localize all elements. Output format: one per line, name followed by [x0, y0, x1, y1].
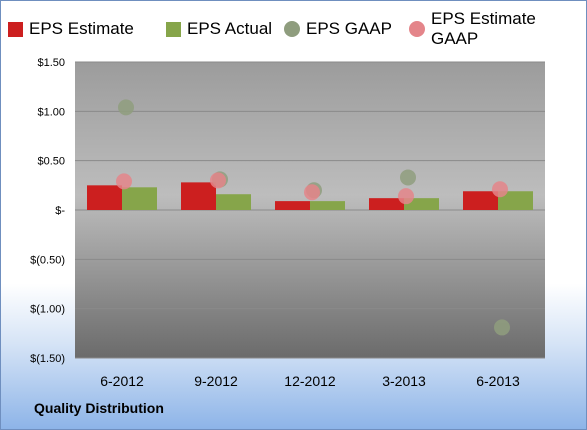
eps-actual-bar: [404, 198, 439, 210]
eps-estimate-gaap-marker: [116, 173, 132, 190]
legend-label: EPS GAAP: [306, 19, 392, 38]
x-tick-label: 12-2012: [284, 373, 336, 389]
legend-marker: [409, 21, 425, 37]
eps-estimate-gaap-marker: [398, 188, 414, 205]
x-tick-label: 9-2012: [194, 373, 238, 389]
eps-actual-bar: [310, 201, 345, 210]
eps-estimate-bar: [369, 198, 404, 210]
legend-item: EPS Actual: [166, 16, 272, 42]
eps-actual-bar: [498, 191, 533, 210]
eps-estimate-gaap-marker: [210, 172, 226, 189]
y-tick-label: $-: [55, 205, 65, 217]
legend-item: EPS GAAP: [284, 16, 392, 42]
y-tick-label: $1.50: [37, 57, 65, 69]
x-tick-label: 3-2013: [382, 373, 426, 389]
eps-gaap-marker: [494, 319, 510, 336]
legend-item: EPS Estimate GAAP: [409, 9, 583, 48]
y-tick-label: $(1.00): [30, 304, 65, 316]
x-tick-label: 6-2013: [476, 373, 520, 389]
x-tick-label: 6-2012: [100, 373, 144, 389]
chart-legend: EPS Estimate EPS Actual EPS GAAP EPS Estima…: [8, 9, 583, 48]
eps-gaap-marker: [118, 99, 134, 116]
eps-actual-bar: [122, 187, 157, 210]
eps-estimate-bar: [275, 201, 310, 210]
eps-estimate-gaap-marker: [304, 184, 320, 201]
eps-estimate-bar: [87, 185, 122, 210]
legend-label: EPS Estimate GAAP: [431, 9, 536, 48]
y-tick-label: $1.00: [37, 106, 65, 118]
legend-marker: [284, 21, 300, 37]
eps-estimate-bar: [181, 182, 216, 210]
legend-label: EPS Actual: [187, 19, 273, 38]
eps-actual-bar: [216, 194, 251, 210]
eps-gaap-marker: [400, 169, 416, 186]
legend-swatch: [8, 21, 23, 37]
legend-swatch: [166, 21, 181, 37]
y-tick-label: $0.50: [37, 156, 65, 168]
company-name: Quality Distribution: [34, 400, 164, 416]
legend-label: EPS Estimate: [29, 19, 134, 38]
y-tick-label: $(0.50): [30, 254, 65, 266]
legend-item: EPS Estimate: [8, 16, 134, 42]
y-tick-label: $(1.50): [30, 353, 65, 365]
eps-estimate-gaap-marker: [492, 181, 508, 198]
eps-estimate-bar: [463, 191, 498, 210]
